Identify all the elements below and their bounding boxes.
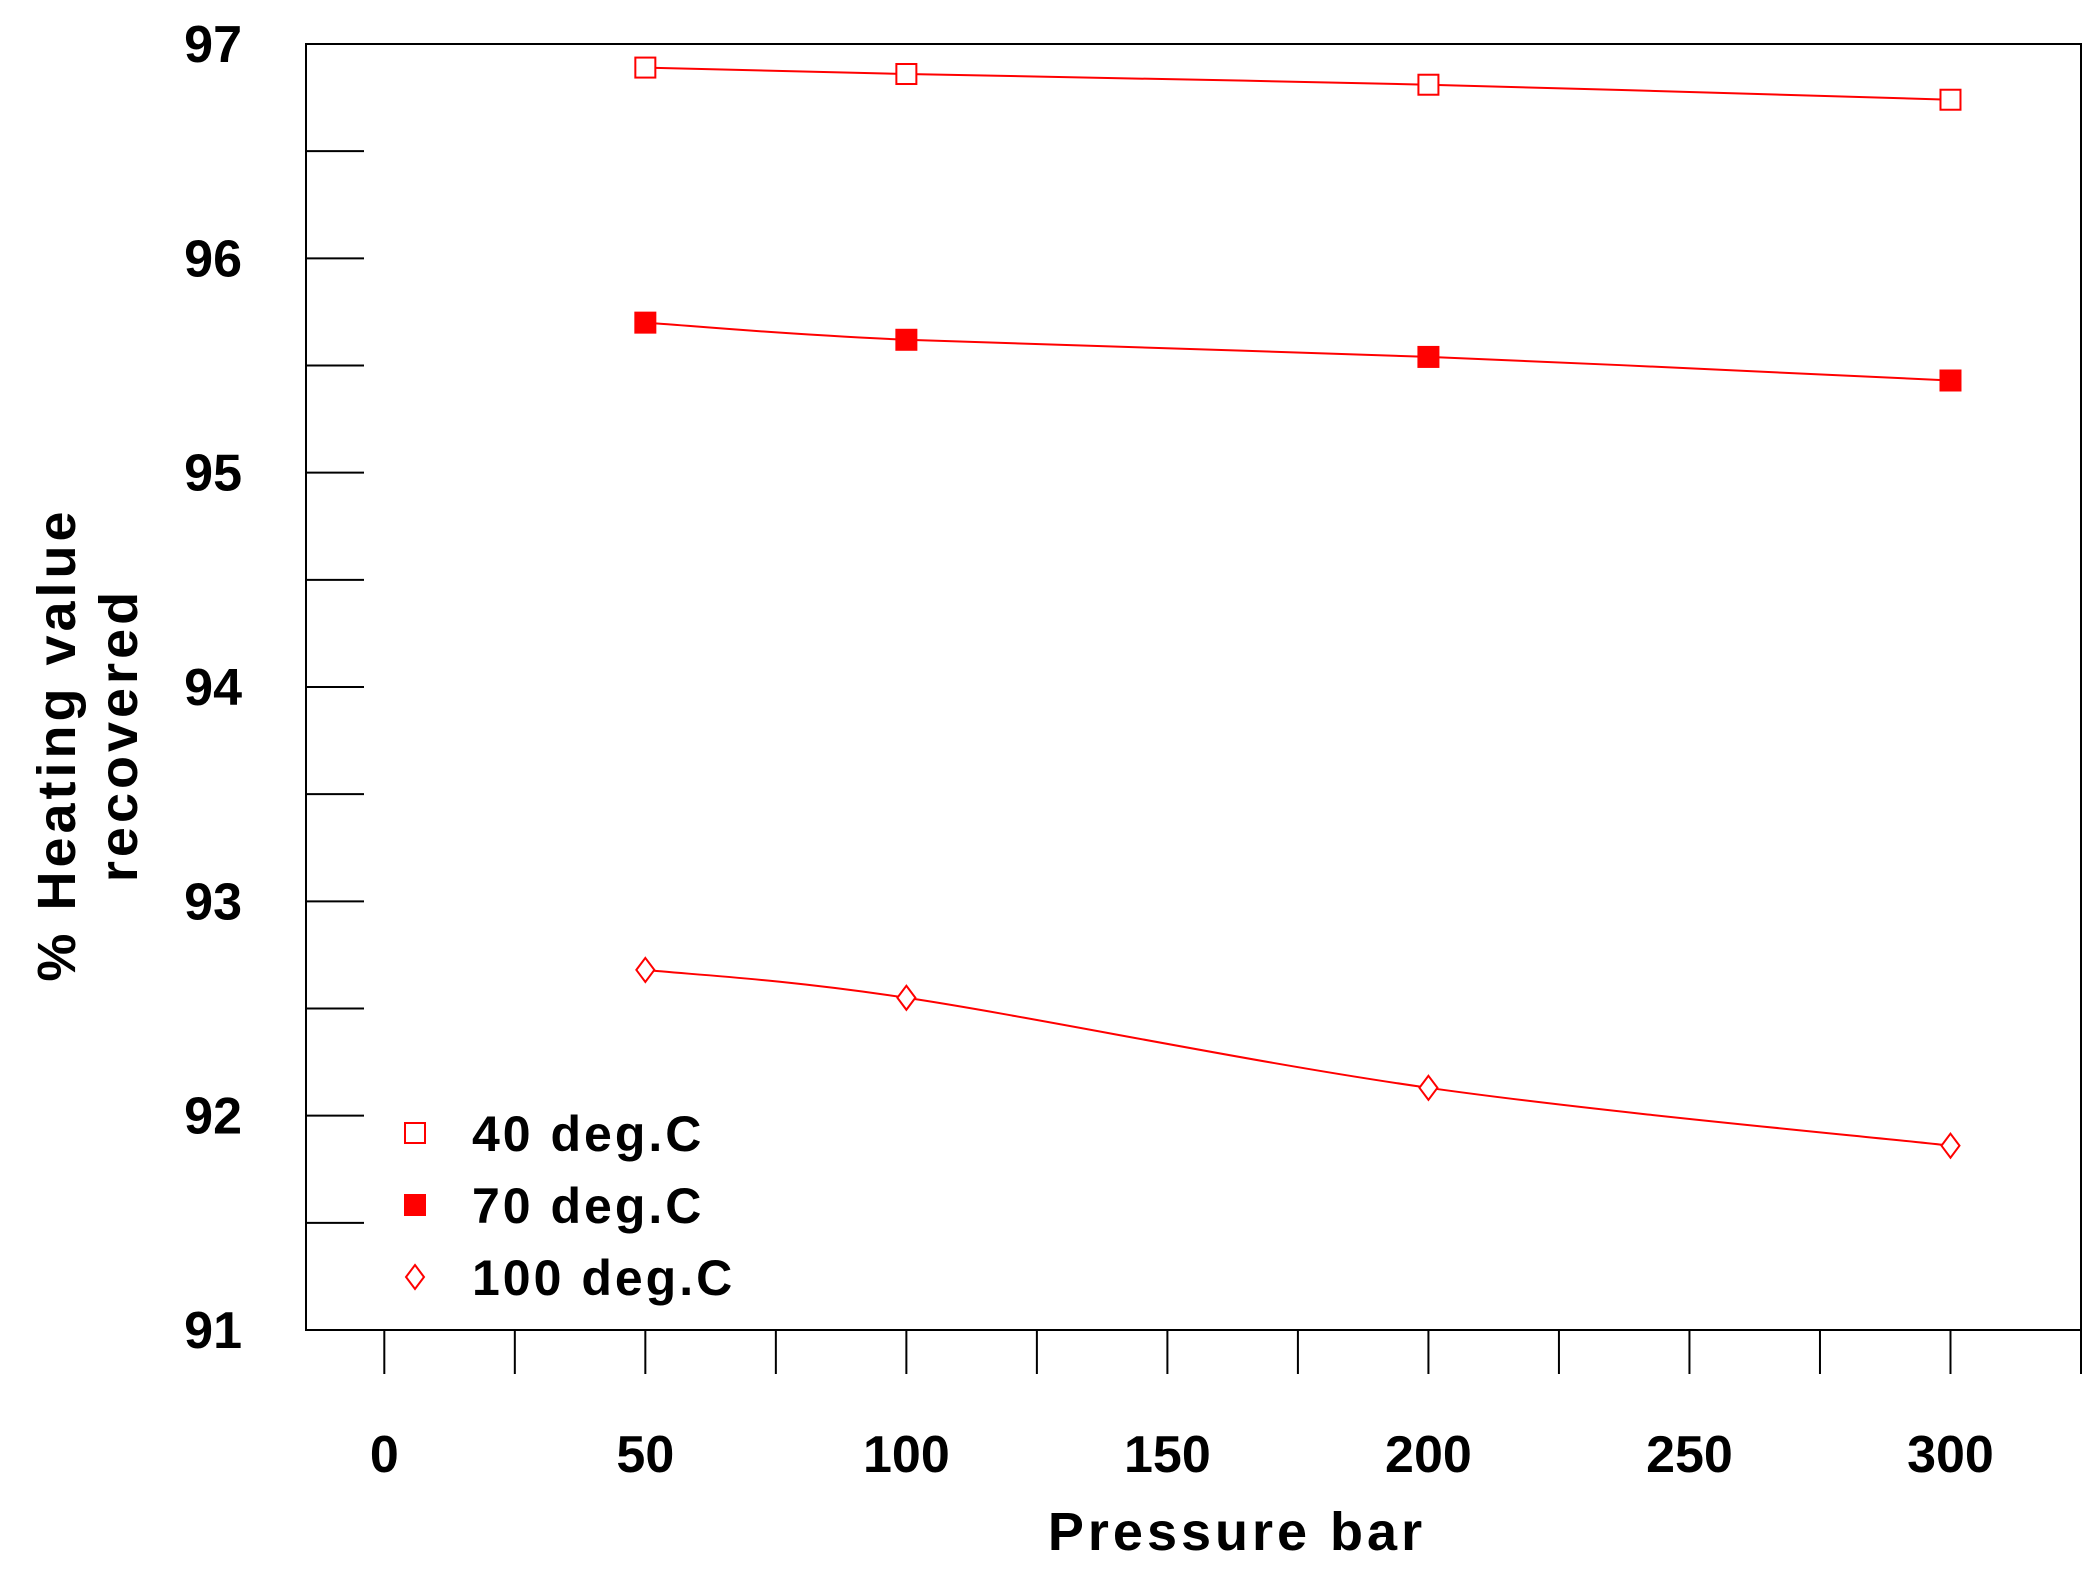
y-axis-title: % Heating value recovered: [27, 488, 149, 981]
data-point: [1939, 369, 1962, 392]
data-point: [1417, 345, 1440, 368]
legend-marker: [404, 1122, 426, 1144]
data-point: [634, 56, 657, 79]
x-axis: 0 50 100 150 200 250 300: [370, 1330, 2082, 1484]
y-tick-label: 96: [184, 230, 242, 288]
y-axis-title-line-1: % Heating value: [27, 507, 87, 981]
x-tick-label: 0: [370, 1426, 399, 1484]
legend-marker: [404, 1263, 426, 1291]
series-line: [645, 321, 1951, 382]
legend-label: 40 deg.C: [472, 1106, 704, 1162]
y-tick-label: 92: [184, 1088, 242, 1146]
series-2: [635, 956, 1961, 1160]
series-layer: [634, 56, 1962, 1160]
data-point: [1940, 1132, 1961, 1160]
y-tick-label: 94: [184, 659, 242, 717]
series-line: [645, 968, 1951, 1147]
y-tick-label: 97: [184, 16, 242, 74]
y-tick-label: 93: [184, 873, 242, 931]
x-tick-label: 100: [863, 1426, 950, 1484]
legend-label: 70 deg.C: [472, 1178, 704, 1234]
legend-label: 100 deg.C: [472, 1250, 735, 1306]
series-0: [634, 56, 1962, 111]
x-tick-label: 300: [1907, 1426, 1994, 1484]
x-axis-title: Pressure bar: [1048, 1502, 1426, 1562]
data-point: [635, 956, 656, 984]
data-point: [1417, 73, 1440, 96]
y-tick-label: 95: [184, 445, 242, 503]
data-point: [896, 984, 917, 1012]
y-axis-title-line-2: recovered: [89, 588, 149, 882]
series-1: [634, 311, 1962, 392]
data-point: [895, 63, 918, 86]
legend-marker: [404, 1194, 426, 1216]
data-point: [1939, 88, 1962, 111]
x-tick-label: 50: [616, 1426, 674, 1484]
data-point: [634, 311, 657, 334]
data-point: [895, 328, 918, 351]
legend: 40 deg.C 70 deg.C 100 deg.C: [404, 1106, 735, 1306]
y-axis: 91 92 93 94 95 96 97: [184, 16, 364, 1360]
x-tick-label: 250: [1646, 1426, 1733, 1484]
data-point: [1418, 1074, 1439, 1102]
y-tick-label: 91: [184, 1302, 242, 1360]
x-tick-label: 200: [1385, 1426, 1472, 1484]
series-line: [645, 66, 1951, 101]
x-tick-label: 150: [1124, 1426, 1211, 1484]
